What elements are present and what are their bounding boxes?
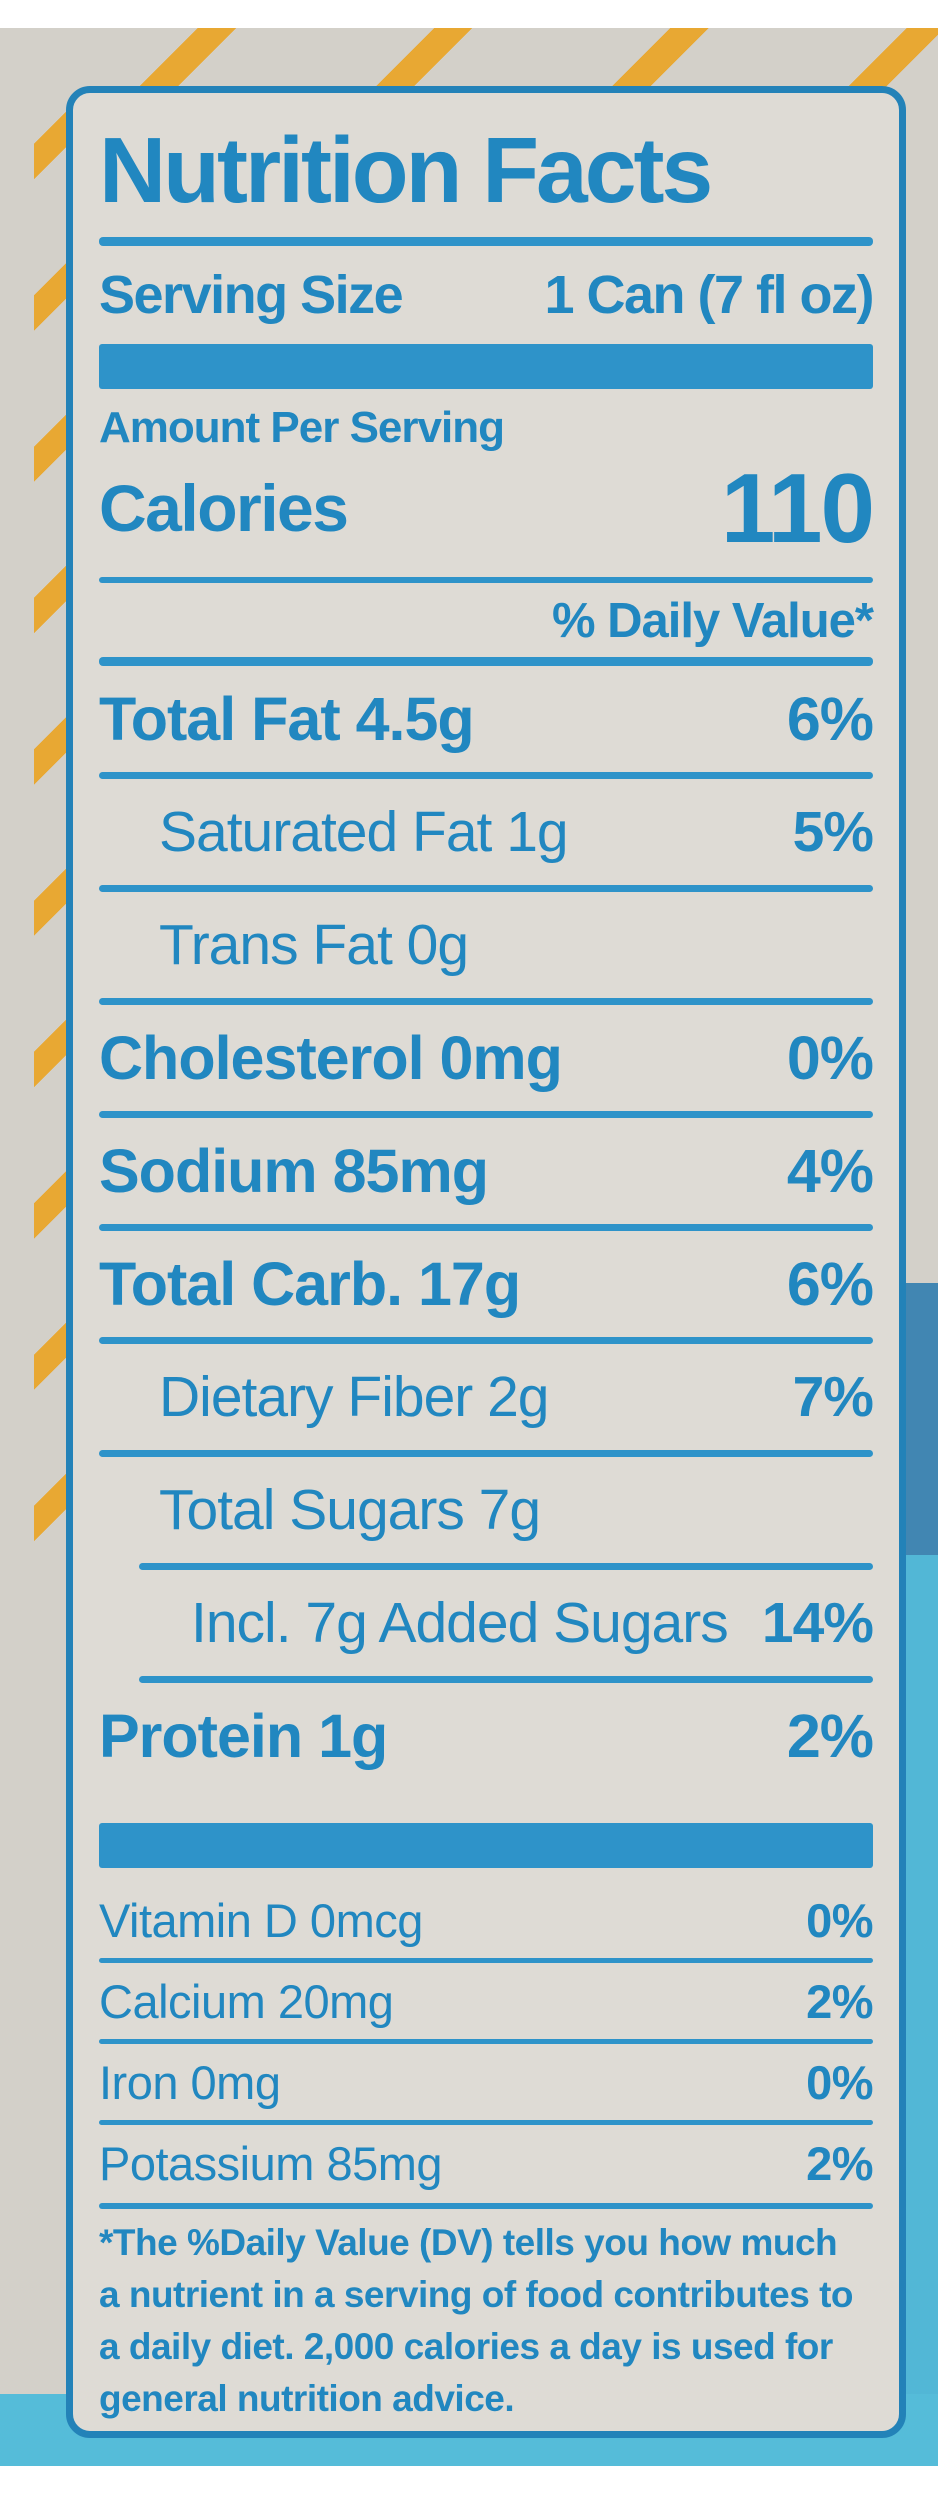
divider (99, 1450, 873, 1457)
divider (99, 1224, 873, 1231)
micronutrient-row-calcium: Calcium 20mg 2% (99, 1963, 873, 2039)
divider (99, 998, 873, 1005)
footnote-line: *The %Daily Value (DV) tells you how muc… (99, 2222, 838, 2263)
nutrient-row-saturated-fat: Saturated Fat 1g 5% (99, 779, 874, 885)
thick-separator-bar (99, 1823, 873, 1868)
serving-size-row: Serving Size 1 Can (7 fl oz) (99, 254, 874, 336)
nutrient-name: Incl. 7g Added Sugars (191, 1591, 729, 1655)
divider (99, 885, 873, 892)
nutrient-name: Saturated Fat 1g (159, 800, 569, 864)
nutrient-daily-value: 0% (786, 1024, 874, 1092)
divider (99, 1111, 873, 1118)
nutrient-daily-value: 0% (806, 1893, 873, 1947)
divider (139, 1563, 873, 1570)
nutrient-name: Vitamin D 0mcg (99, 1893, 423, 1947)
nutrient-row-total-fat: Total Fat 4.5g 6% (99, 666, 874, 772)
nutrient-name: Calcium 20mg (99, 1974, 394, 2028)
calories-value: 110 (720, 452, 875, 563)
nutrient-row-cholesterol: Cholesterol 0mg 0% (99, 1005, 874, 1111)
nutrient-name: Total Fat 4.5g (99, 685, 475, 753)
divider (99, 2203, 873, 2209)
nutrient-row-protein: Protein 1g 2% (99, 1683, 874, 1789)
footnote-line: a nutrient in a serving of food contribu… (99, 2274, 854, 2315)
nutrient-daily-value: 2% (786, 1702, 874, 1770)
calories-row: Calories 110 (99, 452, 875, 563)
divider (99, 577, 873, 583)
calories-label: Calories (99, 471, 349, 545)
serving-size-label: Serving Size (99, 265, 404, 325)
can-edge-right (904, 1283, 938, 2466)
nutrient-daily-value: 5% (792, 800, 874, 864)
panel-title: Nutrition Facts (99, 118, 713, 222)
nutrient-row-added-sugars: Incl. 7g Added Sugars 14% (99, 1570, 874, 1676)
nutrient-daily-value: 4% (786, 1137, 874, 1205)
nutrient-daily-value: 2% (806, 1974, 873, 2028)
nutrient-name: Potassium 85mg (99, 2136, 443, 2190)
nutrient-name: Sodium 85mg (99, 1137, 489, 1205)
nutrient-daily-value: 0% (806, 2055, 873, 2109)
nutrient-name: Cholesterol 0mg (99, 1024, 563, 1092)
nutrient-daily-value: 7% (792, 1365, 874, 1429)
nutrient-daily-value: 2% (806, 2136, 873, 2190)
nutrient-name: Dietary Fiber 2g (159, 1365, 549, 1429)
nutrient-name: Trans Fat 0g (159, 913, 469, 977)
nutrition-facts-panel: Nutrition Facts Serving Size 1 Can (7 fl… (66, 86, 906, 2438)
serving-size-value: 1 Can (7 fl oz) (544, 265, 874, 325)
amount-per-serving-label: Amount Per Serving (99, 403, 505, 452)
nutrient-row-dietary-fiber: Dietary Fiber 2g 7% (99, 1344, 874, 1450)
nutrient-row-trans-fat: Trans Fat 0g (99, 892, 873, 998)
divider (99, 1337, 873, 1344)
micronutrient-row-vitamin-d: Vitamin D 0mcg 0% (99, 1882, 873, 1958)
micronutrient-row-iron: Iron 0mg 0% (99, 2044, 873, 2120)
divider (99, 2120, 873, 2125)
divider (99, 1958, 873, 1963)
nutrient-name: Total Carb. 17g (99, 1250, 521, 1318)
footnote-line: a daily diet. 2,000 calories a day is us… (99, 2326, 833, 2367)
divider (99, 2039, 873, 2044)
micronutrient-row-potassium: Potassium 85mg 2% (99, 2125, 873, 2201)
nutrient-daily-value: 6% (786, 685, 874, 753)
divider (99, 237, 873, 246)
daily-value-header: % Daily Value* (551, 594, 874, 648)
nutrient-daily-value: 6% (786, 1250, 874, 1318)
can-surface: Nutrition Facts Serving Size 1 Can (7 fl… (0, 28, 938, 2466)
nutrient-daily-value: 14% (761, 1591, 874, 1655)
thick-separator-bar (99, 344, 873, 389)
divider (99, 772, 873, 779)
divider (99, 657, 873, 666)
nutrient-row-sodium: Sodium 85mg 4% (99, 1118, 874, 1224)
divider (139, 1676, 873, 1683)
nutrient-name: Iron 0mg (99, 2055, 281, 2109)
footnote-line: general nutrition advice. (99, 2378, 515, 2419)
nutrient-row-total-carb: Total Carb. 17g 6% (99, 1231, 874, 1337)
nutrient-row-total-sugars: Total Sugars 7g (99, 1457, 873, 1563)
nutrient-name: Total Sugars 7g (159, 1478, 541, 1542)
nutrient-name: Protein 1g (99, 1702, 388, 1770)
daily-value-footnote: *The %Daily Value (DV) tells you how muc… (99, 2217, 873, 2425)
